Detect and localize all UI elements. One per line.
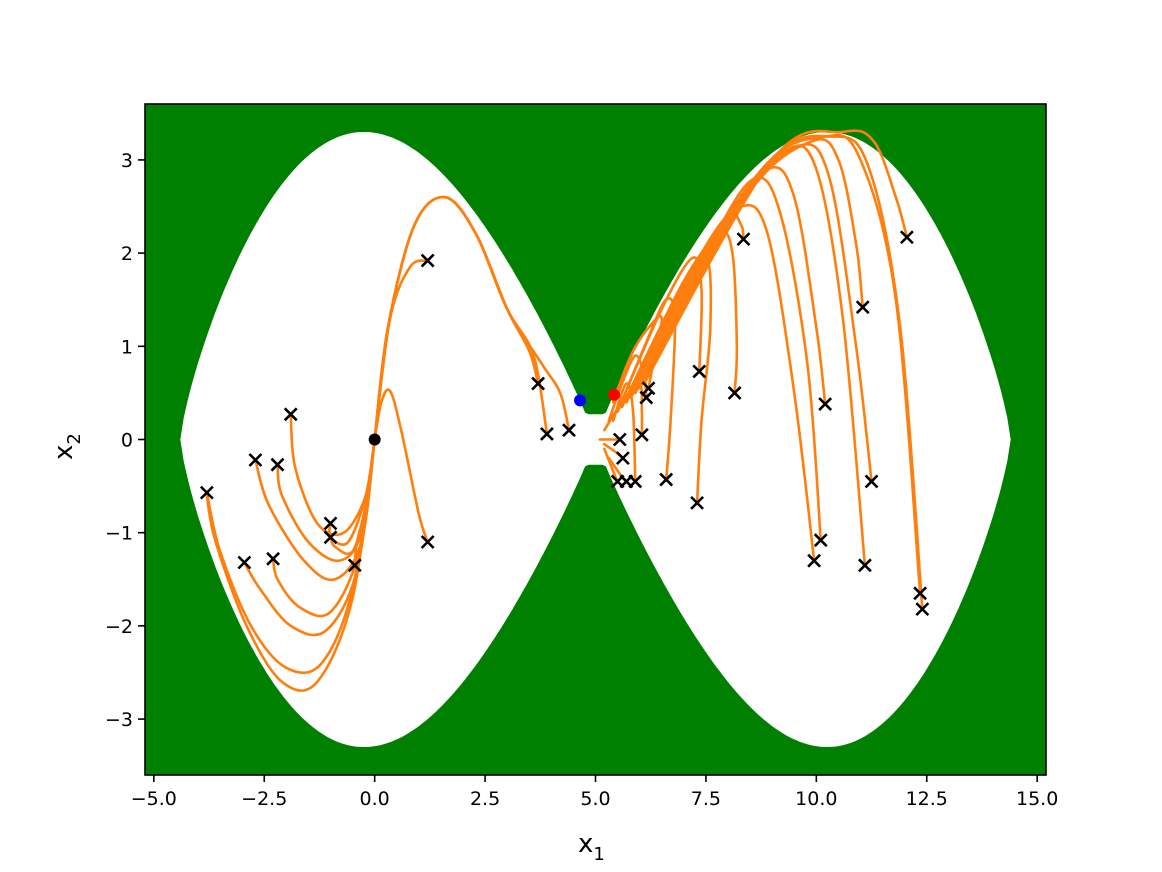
end-point-marker [855, 300, 870, 315]
end-point-marker [864, 474, 879, 489]
end-point-marker [628, 474, 643, 489]
origin-point [368, 433, 381, 446]
x-tick-label: 5.0 [580, 788, 610, 810]
x-tick-label: −2.5 [241, 788, 287, 810]
x-axis-ticks: −5.0 −2.5 0.0 2.5 5.0 7.5 10.0 12.5 15.0 [131, 775, 1058, 810]
x-tick-label: 15.0 [1016, 788, 1058, 810]
x-tick-label: −5.0 [131, 788, 177, 810]
end-point-marker [813, 533, 828, 548]
end-point-marker [531, 376, 546, 391]
end-point-marker [634, 427, 649, 442]
end-point-marker [323, 516, 338, 531]
trajectory-line [205, 438, 376, 692]
trajectory-line [625, 203, 816, 562]
y-axis-label: x2 [49, 433, 85, 460]
end-point-marker [248, 453, 263, 467]
marker-layer [199, 230, 930, 617]
y-tick-label: 2 [121, 243, 133, 265]
end-point-marker [347, 558, 362, 573]
x-tick-label: 0.0 [360, 788, 390, 810]
end-point-marker [818, 397, 833, 412]
y-tick-label: 3 [121, 150, 133, 172]
end-point-marker [659, 472, 674, 487]
trajectory-line [642, 129, 909, 385]
end-point-marker [615, 451, 630, 466]
trajectory-line [642, 134, 924, 611]
end-point-marker [323, 530, 338, 545]
y-axis-ticks: −3 −2 −1 0 1 2 3 [105, 150, 145, 731]
trajectory-line [629, 176, 823, 542]
x-tick-label: 2.5 [470, 788, 500, 810]
end-point-marker [420, 535, 435, 549]
trajectory-layer [205, 129, 924, 692]
trajectory-line [373, 195, 571, 441]
trajectory-line [633, 144, 867, 567]
feasible-region [180, 132, 1011, 747]
end-point-marker [420, 253, 435, 268]
y-tick-label: 0 [121, 430, 133, 452]
end-point-marker [899, 230, 914, 245]
end-point-marker [562, 423, 576, 438]
trajectory-line [373, 388, 429, 544]
end-point-marker [199, 485, 214, 500]
x-tick-label: 12.5 [906, 788, 948, 810]
end-point-marker [736, 232, 751, 247]
x-axis-label: x1 [578, 829, 605, 865]
end-point-marker [283, 407, 298, 422]
y-tick-label: −1 [105, 523, 133, 545]
end-point-marker [270, 457, 285, 472]
trajectory-line [616, 256, 704, 413]
end-point-marker [692, 364, 707, 379]
end-point-marker [266, 551, 281, 566]
end-point-marker [612, 432, 627, 447]
y-tick-label: 1 [121, 336, 133, 358]
end-point-marker [237, 555, 252, 570]
y-tick-label: −3 [105, 709, 133, 731]
end-point-marker [727, 385, 742, 400]
end-point-marker [915, 602, 930, 617]
end-point-marker [539, 426, 554, 441]
red-point [608, 388, 621, 401]
y-tick-label: −2 [105, 616, 133, 638]
end-point-marker [913, 586, 928, 601]
x-tick-label: 10.0 [795, 788, 837, 810]
end-point-marker [857, 558, 872, 573]
end-point-marker [639, 390, 654, 405]
end-point-marker [690, 495, 705, 510]
x-tick-label: 7.5 [691, 788, 721, 810]
end-point-marker [807, 553, 822, 568]
blue-point [574, 394, 587, 407]
